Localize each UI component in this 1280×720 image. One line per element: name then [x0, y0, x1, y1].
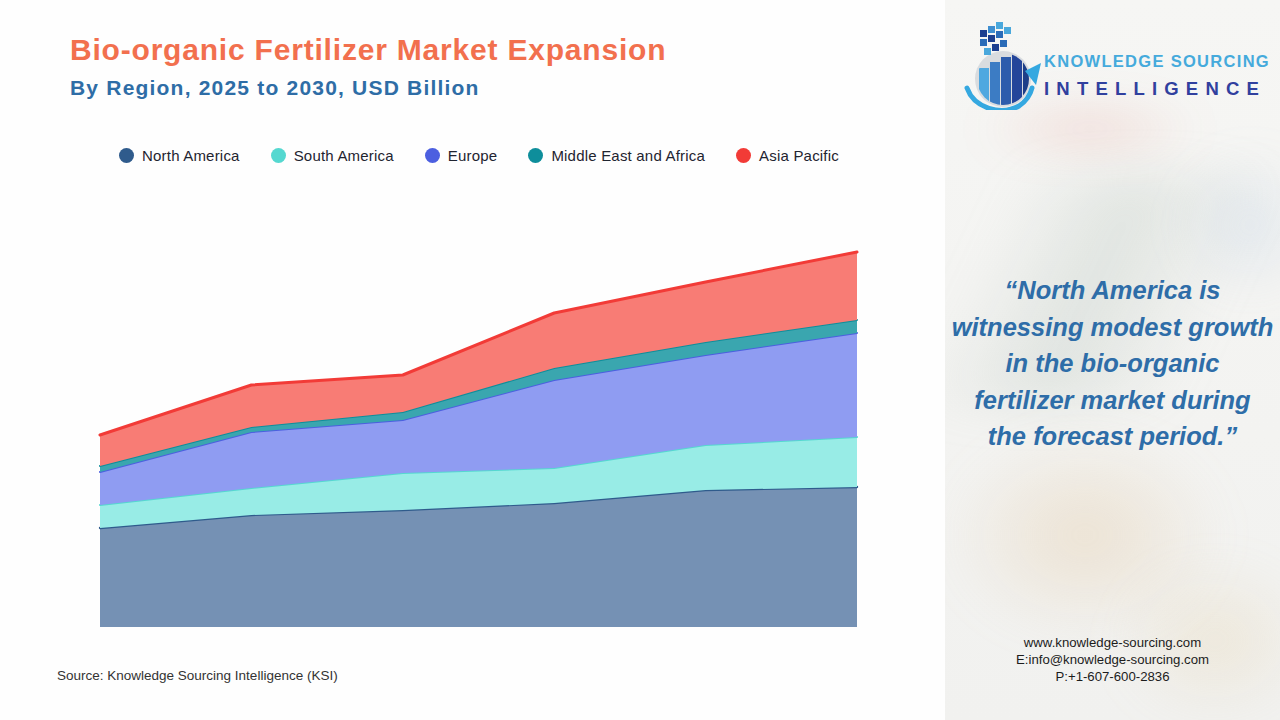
logo-pixel-squares [980, 22, 1011, 55]
insight-quote: “North America iswitnessing modest growt… [945, 272, 1280, 455]
contact-info: www.knowledge-sourcing.com E:info@knowle… [945, 634, 1280, 685]
website-url: www.knowledge-sourcing.com [945, 634, 1280, 651]
insight-quote-line: fertilizer market during [945, 382, 1280, 419]
insight-quote-line: in the bio-organic [945, 345, 1280, 382]
insight-quote-line: witnessing modest growth [945, 309, 1280, 346]
company-logo: KNOWLEDGE SOURCING INTELLIGENCE [1044, 52, 1270, 100]
contact-email: E:info@knowledge-sourcing.com [945, 651, 1280, 668]
source-note: Source: Knowledge Sourcing Intelligence … [57, 668, 338, 683]
stacked-area-chart [0, 0, 945, 720]
brand-name-line2: INTELLIGENCE [1044, 78, 1270, 100]
blur-blob [975, 108, 1205, 150]
brand-sidebar: KNOWLEDGE SOURCING INTELLIGENCE “North A… [945, 0, 1280, 720]
insight-quote-line: the forecast period.” [945, 418, 1280, 455]
brand-name-line1: KNOWLEDGE SOURCING [1044, 52, 1270, 71]
contact-phone: P:+1-607-600-2836 [945, 668, 1280, 685]
report-left-panel: Bio-organic Fertilizer Market Expansion … [0, 0, 945, 720]
knowledge-sourcing-globe-icon [961, 16, 1049, 110]
insight-quote-line: “North America is [945, 272, 1280, 309]
